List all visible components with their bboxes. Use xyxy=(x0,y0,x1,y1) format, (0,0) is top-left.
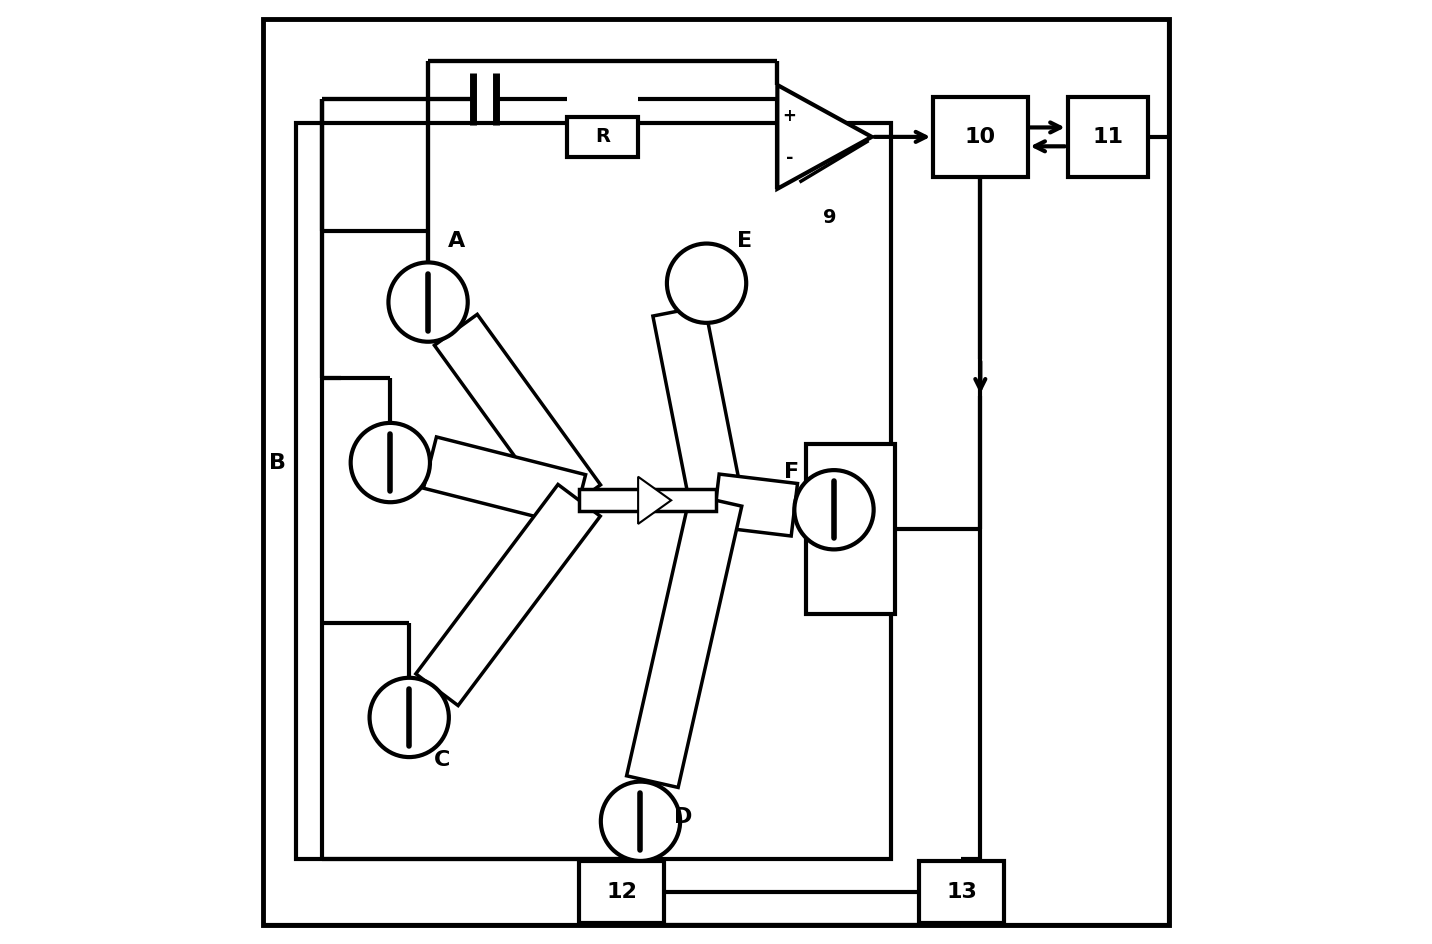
Text: A: A xyxy=(448,230,465,251)
Polygon shape xyxy=(579,489,716,512)
Text: D: D xyxy=(674,806,692,827)
Text: 9: 9 xyxy=(822,208,836,227)
Circle shape xyxy=(667,244,746,323)
Circle shape xyxy=(351,423,430,502)
Text: 10: 10 xyxy=(965,126,995,147)
Polygon shape xyxy=(415,484,600,705)
Polygon shape xyxy=(713,474,798,536)
Bar xyxy=(567,117,639,157)
Circle shape xyxy=(601,782,680,861)
Bar xyxy=(296,123,891,859)
Bar xyxy=(1068,97,1148,177)
Polygon shape xyxy=(653,306,742,505)
Text: +: + xyxy=(783,107,796,126)
Bar xyxy=(919,861,1004,923)
Polygon shape xyxy=(639,477,672,524)
Text: 11: 11 xyxy=(1093,126,1123,147)
Text: E: E xyxy=(736,230,752,251)
Circle shape xyxy=(388,262,468,342)
Polygon shape xyxy=(627,495,742,787)
Polygon shape xyxy=(778,85,872,189)
Polygon shape xyxy=(434,314,600,515)
Text: R: R xyxy=(596,127,610,146)
Text: -: - xyxy=(786,148,793,167)
Text: F: F xyxy=(783,462,799,482)
Polygon shape xyxy=(424,437,586,526)
Circle shape xyxy=(369,678,448,757)
Bar xyxy=(806,444,895,614)
Text: 13: 13 xyxy=(947,882,977,902)
Bar xyxy=(579,861,664,923)
Text: B: B xyxy=(269,452,285,473)
Text: 12: 12 xyxy=(606,882,637,902)
Bar xyxy=(934,97,1028,177)
Text: C: C xyxy=(434,750,451,770)
Circle shape xyxy=(795,470,874,549)
